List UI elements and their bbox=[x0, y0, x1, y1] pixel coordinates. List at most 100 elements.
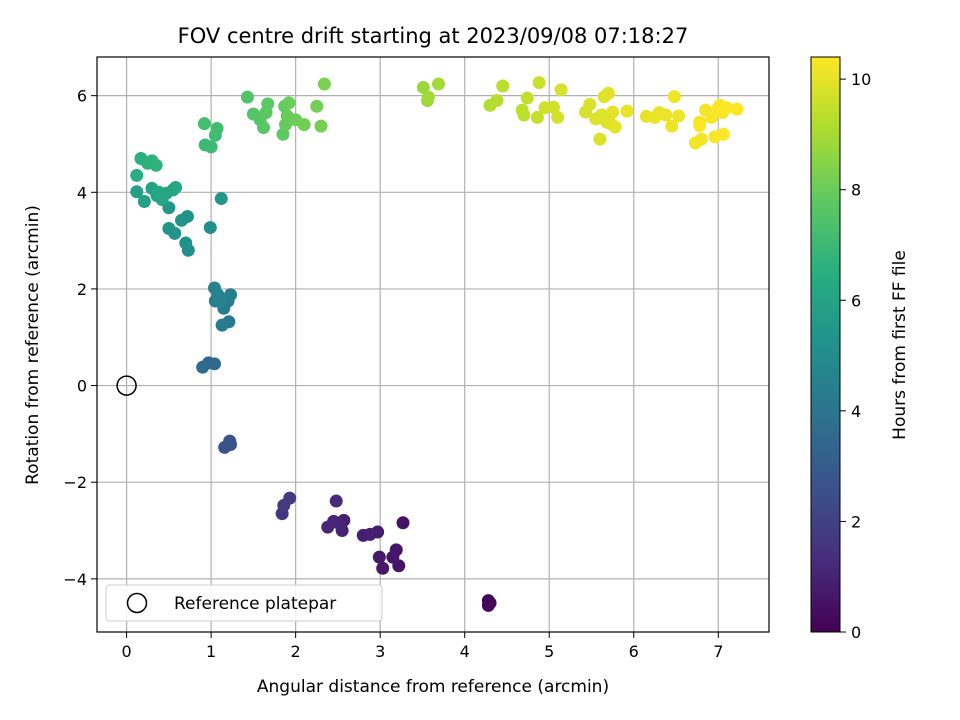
data-point bbox=[175, 213, 189, 227]
data-point bbox=[297, 118, 311, 132]
colorbar-tick-label: 0 bbox=[851, 623, 861, 642]
colorbar-tick-label: 8 bbox=[851, 181, 861, 200]
data-point bbox=[203, 221, 217, 235]
data-point bbox=[667, 90, 681, 104]
data-point bbox=[130, 168, 144, 182]
data-point bbox=[730, 102, 744, 116]
colorbar: 0 2 4 6 8 10 Hours from first FF file bbox=[810, 56, 910, 642]
data-point bbox=[593, 132, 607, 146]
data-point bbox=[261, 97, 275, 111]
data-point bbox=[693, 119, 707, 133]
y-tick-label: 2 bbox=[77, 280, 87, 299]
y-tick-label: −4 bbox=[63, 570, 87, 589]
data-point bbox=[659, 108, 673, 122]
grid-lines bbox=[97, 57, 769, 632]
y-tick-label: 6 bbox=[77, 87, 87, 106]
colorbar-tick-label: 2 bbox=[851, 512, 861, 531]
colorbar-label: Hours from first FF file bbox=[890, 250, 910, 440]
data-point bbox=[240, 90, 254, 104]
data-point bbox=[224, 288, 238, 302]
y-tick-label: −2 bbox=[63, 473, 87, 492]
data-points bbox=[130, 76, 744, 612]
data-point bbox=[551, 110, 565, 124]
data-point bbox=[207, 357, 221, 371]
colorbar-tick-label: 6 bbox=[851, 291, 861, 310]
data-point bbox=[179, 236, 193, 250]
data-point bbox=[530, 110, 544, 124]
x-axis-ticks: 0 1 2 3 4 5 6 7 bbox=[121, 632, 723, 661]
data-point bbox=[282, 96, 296, 110]
data-point bbox=[130, 185, 144, 199]
colorbar-ticks: 0 2 4 6 8 10 bbox=[840, 70, 871, 642]
data-point bbox=[431, 77, 445, 91]
data-point bbox=[608, 120, 622, 134]
data-point bbox=[162, 222, 176, 236]
data-point bbox=[672, 109, 686, 123]
data-point bbox=[583, 97, 597, 111]
data-point bbox=[310, 99, 324, 113]
data-point bbox=[483, 596, 497, 610]
y-axis-ticks: −4 −2 0 2 4 6 bbox=[63, 87, 97, 589]
data-point bbox=[149, 158, 163, 172]
colorbar-gradient bbox=[810, 56, 841, 633]
data-point bbox=[554, 83, 568, 97]
plot-area-frame bbox=[96, 56, 770, 633]
data-point bbox=[218, 440, 232, 454]
data-point bbox=[215, 318, 229, 332]
data-point bbox=[421, 90, 435, 104]
data-point bbox=[705, 110, 719, 124]
x-tick-label: 7 bbox=[713, 642, 723, 661]
data-point bbox=[356, 528, 370, 542]
data-point bbox=[257, 121, 271, 135]
data-point bbox=[283, 491, 297, 505]
y-tick-label: 0 bbox=[77, 377, 87, 396]
data-point bbox=[329, 494, 343, 508]
x-tick-label: 2 bbox=[291, 642, 301, 661]
data-point bbox=[490, 93, 504, 107]
data-point bbox=[546, 100, 560, 114]
data-point bbox=[396, 516, 410, 530]
data-point bbox=[169, 180, 183, 194]
data-point bbox=[416, 80, 430, 94]
data-point bbox=[520, 91, 534, 105]
data-point bbox=[317, 77, 331, 91]
legend-box bbox=[105, 584, 383, 622]
data-point bbox=[694, 132, 708, 146]
data-point bbox=[137, 194, 151, 208]
data-point bbox=[517, 108, 531, 122]
data-point bbox=[321, 520, 335, 534]
data-point bbox=[620, 104, 634, 118]
data-point bbox=[214, 192, 228, 206]
data-point bbox=[496, 79, 510, 93]
data-point bbox=[314, 119, 328, 133]
data-point bbox=[532, 76, 546, 90]
data-point bbox=[665, 119, 679, 133]
y-axis-label: Rotation from reference (arcmin) bbox=[23, 205, 43, 485]
data-point bbox=[606, 105, 620, 119]
data-point bbox=[386, 550, 400, 564]
data-point bbox=[207, 281, 221, 295]
data-point bbox=[210, 122, 224, 136]
data-point bbox=[713, 98, 727, 112]
y-tick-label: 4 bbox=[77, 183, 87, 202]
x-tick-label: 3 bbox=[375, 642, 385, 661]
data-point bbox=[152, 185, 166, 199]
reference-platepar-marker bbox=[116, 375, 137, 396]
legend-entry-label: Reference platepar bbox=[174, 594, 336, 614]
data-point bbox=[204, 140, 218, 154]
x-tick-label: 6 bbox=[629, 642, 639, 661]
reference-marker bbox=[116, 375, 137, 396]
x-axis-label: Angular distance from reference (arcmin) bbox=[257, 677, 609, 697]
legend: Reference platepar bbox=[105, 584, 383, 622]
chart-title: FOV centre drift starting at 2023/09/08 … bbox=[178, 24, 689, 48]
x-tick-label: 0 bbox=[121, 642, 131, 661]
x-tick-label: 1 bbox=[206, 642, 216, 661]
colorbar-tick-label: 10 bbox=[851, 70, 871, 89]
data-point bbox=[196, 360, 210, 374]
x-tick-label: 5 bbox=[544, 642, 554, 661]
data-point bbox=[376, 561, 390, 575]
colorbar-tick-label: 4 bbox=[851, 402, 861, 421]
data-point bbox=[601, 86, 615, 100]
data-point bbox=[372, 550, 386, 564]
